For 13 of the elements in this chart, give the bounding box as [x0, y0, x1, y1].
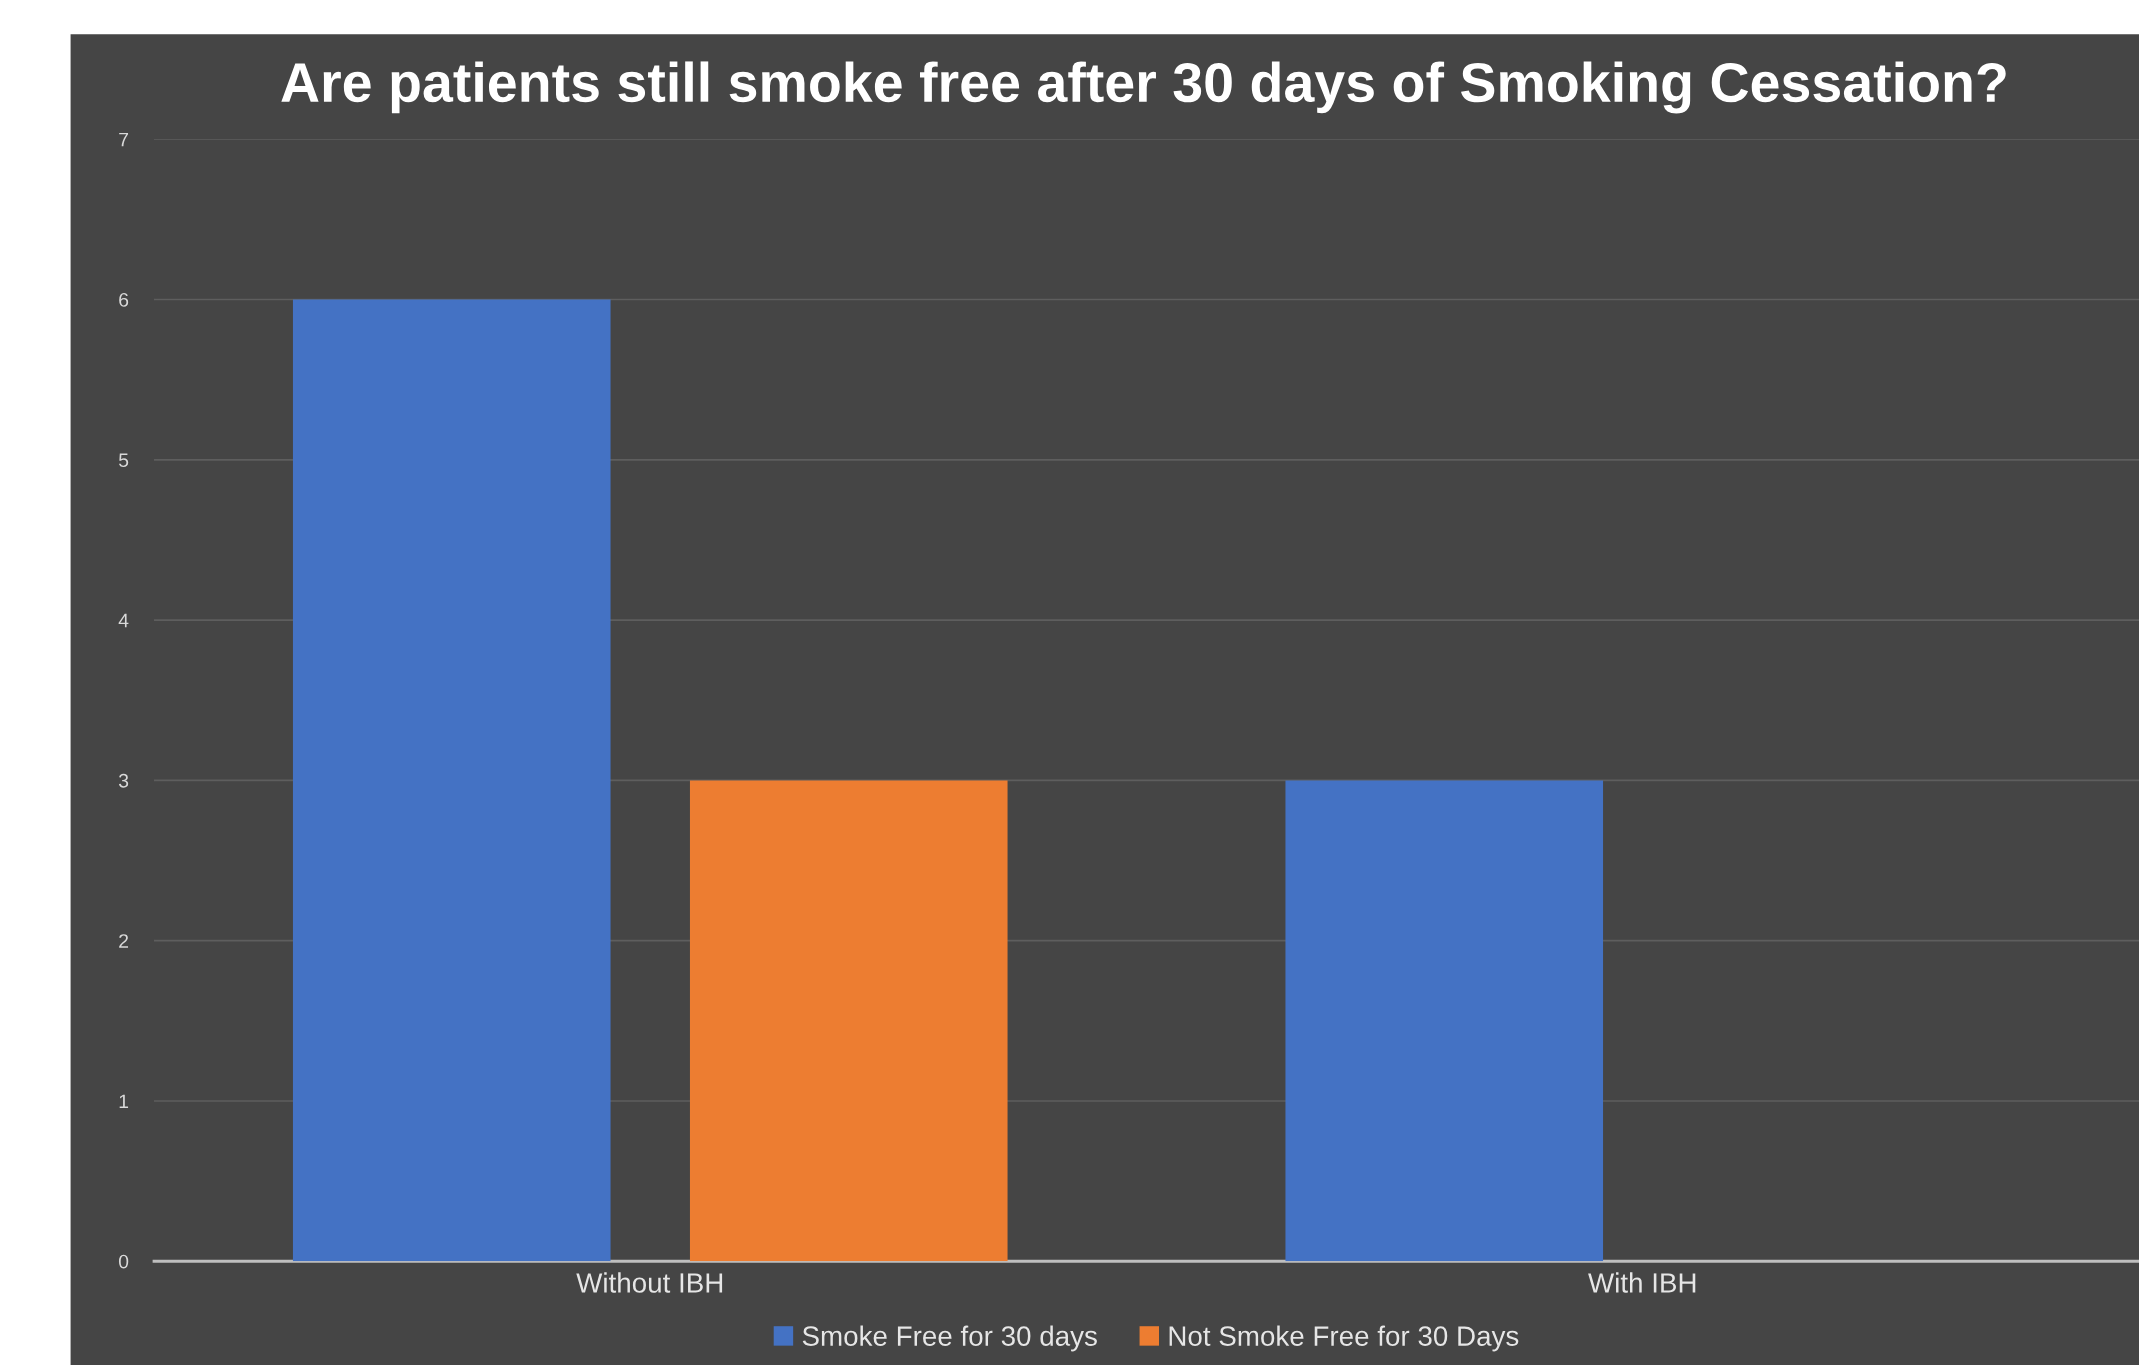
y-tick-label: 4 [118, 613, 129, 628]
y-tick-label: 6 [119, 292, 129, 307]
chart-title: Are patients still smoke free after 30 days of Smoking Cessation? [281, 61, 2006, 114]
legend-label: Smoke Free for 30 days [802, 1325, 1097, 1352]
legend-label: Not Smoke Free for 30 Days [1169, 1325, 1519, 1352]
x-tick-label: With IBH [1588, 1272, 1696, 1293]
y-tick-label: 3 [118, 773, 129, 788]
x-tick-label: Without IBH [576, 1272, 723, 1293]
y-tick-label: 1 [119, 1094, 129, 1109]
y-tick-label: 5 [118, 453, 129, 468]
y-tick-label: 2 [119, 934, 129, 948]
y-tick-label: 7 [119, 132, 129, 147]
y-tick-label: 0 [118, 1254, 129, 1269]
